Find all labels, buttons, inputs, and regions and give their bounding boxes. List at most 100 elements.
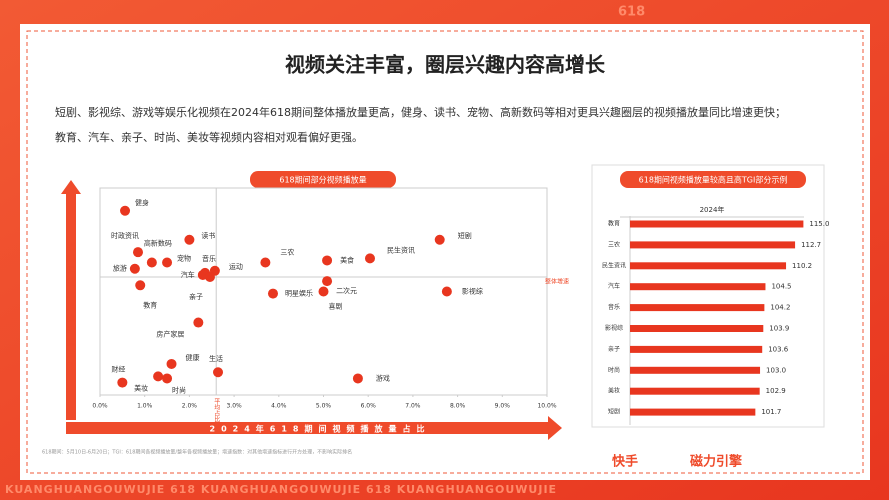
chart-title: 618期间部分视频播放量 — [279, 175, 366, 185]
category-label: 教育 — [608, 220, 620, 228]
value-label: 112.7 — [801, 241, 821, 249]
point — [364, 253, 375, 264]
point-label: 二次元 — [336, 286, 357, 295]
brand: 磁力引擎 — [690, 454, 742, 470]
point — [204, 272, 215, 283]
point — [153, 371, 164, 382]
point — [132, 247, 143, 258]
point — [162, 257, 173, 268]
point — [213, 367, 224, 378]
x-tick-label: 5.0% — [316, 403, 332, 410]
point-label: 读书 — [201, 231, 215, 240]
point-label: 健康 — [186, 353, 200, 362]
reference-label: 整体增速 — [545, 278, 569, 286]
bar — [630, 262, 787, 270]
point-label: 美食 — [340, 255, 354, 264]
x-tick-label: 10.0% — [537, 403, 556, 410]
point-label: 游戏 — [376, 373, 390, 382]
value-label: 110.2 — [792, 262, 812, 270]
point — [434, 234, 445, 245]
point-label: 美妆 — [134, 383, 148, 392]
x-tick-label: 1.0% — [137, 403, 153, 410]
bar — [630, 325, 764, 332]
panel — [20, 24, 870, 480]
category-label: 亲子 — [608, 345, 620, 353]
point — [441, 286, 452, 297]
point-label: 短剧 — [458, 231, 472, 240]
category-label: 美妆 — [608, 387, 620, 395]
point-label: 高新数码 — [144, 239, 172, 248]
value-label: 101.7 — [761, 408, 781, 416]
footnote: 618期间：5月10日-6月20日；TGI：618期间各视频播放量/整年各视频播… — [42, 449, 352, 456]
point-label: 宠物 — [177, 254, 191, 263]
bar — [630, 304, 765, 312]
x-tick-label: 8.0% — [450, 403, 466, 410]
value-label: 103.6 — [768, 345, 789, 353]
point-label: 音乐 — [202, 254, 216, 263]
brand: 快手 — [612, 454, 638, 470]
value-label: 102.9 — [766, 387, 786, 395]
point — [322, 255, 333, 266]
point-label: 生活 — [209, 354, 223, 363]
point-label: 汽车 — [181, 270, 195, 279]
x-tick-label: 6.0% — [361, 403, 377, 410]
point — [146, 257, 157, 268]
panel-border — [26, 30, 864, 474]
value-label: 104.2 — [770, 304, 790, 312]
x-tick-label: 4.0% — [271, 403, 287, 410]
category-label: 短剧 — [608, 408, 620, 416]
value-label: 103.9 — [769, 325, 789, 333]
y-axis-label: 视频播放量同比增速指数 — [66, 241, 76, 374]
category-label: 时尚 — [608, 366, 620, 374]
point — [162, 373, 173, 384]
point — [352, 373, 363, 384]
point — [135, 280, 146, 291]
category-label: 三农 — [608, 240, 620, 248]
description: 教育、汽车、亲子、时尚、美妆等视频内容相对观看偏好更强。 — [55, 130, 363, 144]
point-label: 时尚 — [172, 385, 186, 394]
y-arrow-head — [61, 180, 81, 194]
point-label: 明星娱乐 — [285, 289, 313, 298]
chart-title: 618期间视频播放量较高且高TGI部分示例 — [639, 175, 788, 185]
point — [117, 377, 128, 388]
category-label: 汽车 — [608, 282, 620, 290]
x-tick-label: 0.0% — [92, 403, 108, 410]
category-label: 影视综 — [605, 324, 623, 332]
point-label: 喜剧 — [329, 302, 343, 311]
x-tick-label: 9.0% — [495, 403, 511, 410]
bar — [630, 366, 761, 374]
description: 短剧、影视综、游戏等娱乐化视频在2024年618期间整体播放量更高，健身、读书、… — [55, 105, 786, 119]
x-axis-label: 2024年618期间视频播放量占比 — [210, 424, 431, 434]
point-label: 影视综 — [462, 287, 483, 296]
point — [120, 205, 131, 216]
point-label: 旅游 — [113, 264, 127, 273]
title: 视频关注丰富，圈层兴趣内容高增长 — [285, 53, 606, 77]
point — [322, 276, 333, 287]
point-label: 运动 — [229, 262, 243, 271]
value-label: 115.0 — [809, 220, 829, 228]
point — [184, 234, 195, 245]
point-label: 健身 — [135, 198, 149, 207]
point-label: 教育 — [143, 300, 157, 309]
point — [267, 288, 278, 299]
chart-title-pill — [620, 171, 806, 188]
point — [260, 257, 271, 268]
point — [193, 317, 204, 328]
x-tick-label: 2.0% — [182, 403, 198, 410]
point — [166, 358, 177, 369]
bar — [630, 220, 804, 228]
value-label: 103.0 — [766, 366, 786, 374]
point — [318, 286, 329, 297]
point-label: 房产家居 — [156, 330, 184, 339]
category-label: 民生资讯 — [602, 261, 626, 269]
bar — [630, 408, 756, 416]
reference-label: 平均占比 — [213, 398, 220, 423]
point-label: 时政资讯 — [111, 231, 139, 240]
bar — [630, 387, 760, 395]
bar — [630, 283, 766, 291]
bar-frame — [591, 164, 825, 428]
x-tick-label: 3.0% — [226, 403, 242, 410]
x-tick-label: 7.0% — [405, 403, 421, 410]
point-label: 三农 — [280, 248, 294, 257]
